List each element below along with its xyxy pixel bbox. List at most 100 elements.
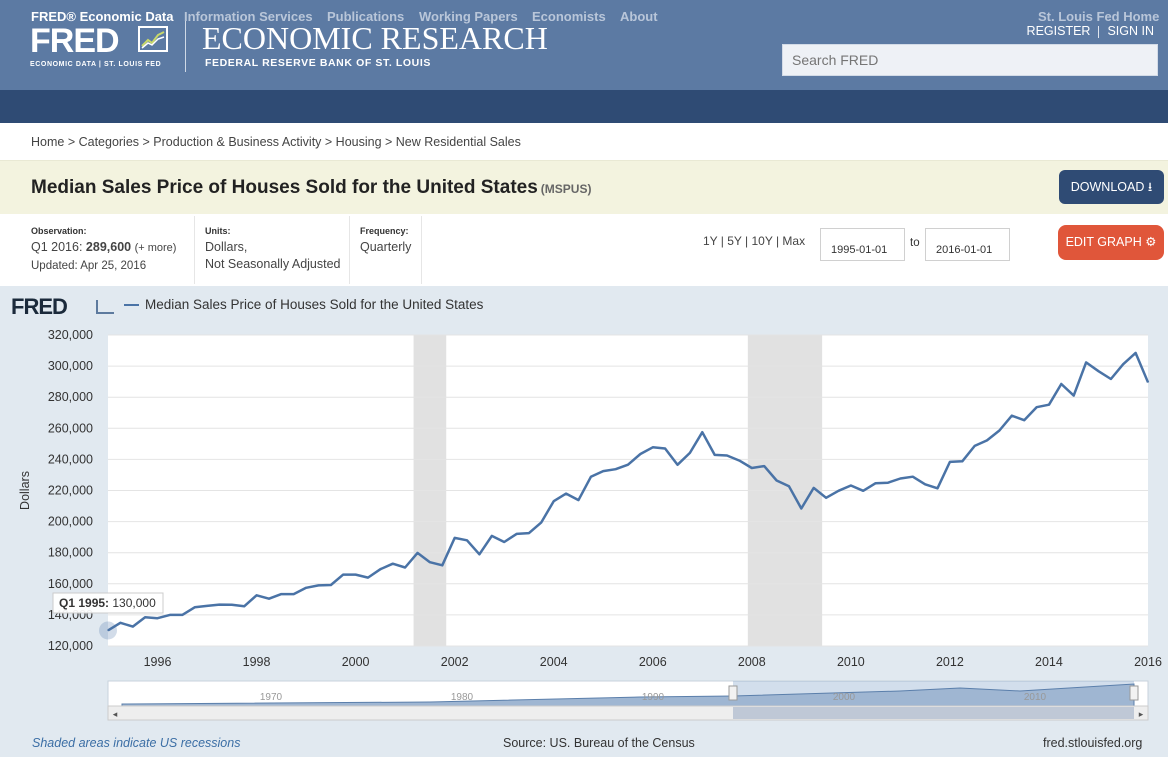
y-tick-label: 180,000 [48, 546, 93, 560]
data-point [355, 574, 357, 576]
series-title-text: Median Sales Price of Houses Sold for th… [31, 177, 538, 198]
edit-graph-button[interactable]: EDIT GRAPH ⚙ [1058, 225, 1164, 260]
frequency-value: Quarterly [360, 240, 412, 254]
y-tick-label: 280,000 [48, 390, 93, 404]
data-point [924, 483, 926, 485]
org-title[interactable]: ECONOMIC RESEARCH [202, 20, 548, 56]
x-tick-label: 2000 [342, 655, 370, 669]
scroll-right-arrow-icon[interactable]: ▸ [1139, 709, 1144, 719]
y-tick-label: 200,000 [48, 515, 93, 529]
data-point [169, 614, 171, 616]
source-note[interactable]: Source: US. Bureau of the Census [503, 736, 695, 750]
data-point [491, 535, 493, 537]
nav-economists[interactable]: Economists [532, 9, 606, 24]
units-block: Units: Dollars, Not Seasonally Adjusted [205, 226, 341, 273]
data-point [850, 484, 852, 487]
data-point [986, 439, 988, 442]
data-point [404, 566, 406, 569]
data-point [627, 464, 629, 466]
edit-graph-label: EDIT GRAPH [1065, 235, 1142, 249]
navigator-handle-right[interactable] [1129, 685, 1139, 701]
data-point [1060, 383, 1062, 385]
data-point [676, 464, 679, 466]
y-tick-label: 120,000 [48, 639, 93, 653]
data-point [974, 445, 976, 447]
data-point [664, 447, 666, 450]
data-point [577, 499, 580, 501]
units-line-1: Dollars, [205, 240, 248, 254]
scroll-left-arrow-icon[interactable]: ◂ [113, 709, 118, 719]
data-point [1147, 381, 1149, 383]
navigator-handle-left[interactable] [728, 685, 738, 701]
chart-logo-icon [96, 300, 114, 314]
series-title: Median Sales Price of Houses Sold for th… [31, 177, 591, 199]
nav-working-papers[interactable]: Working Papers [419, 9, 518, 24]
fred-logo[interactable]: FRED [30, 22, 120, 60]
data-point [466, 539, 468, 541]
recession-note[interactable]: Shaded areas indicate US recessions [32, 736, 241, 750]
tooltip-text: Q1 1995: 130,000 [59, 596, 156, 610]
range-links[interactable]: 1Y | 5Y | 10Y | Max [703, 234, 806, 248]
breadcrumb[interactable]: Home > Categories > Production & Busines… [31, 135, 521, 149]
observation-period: Q1 2016: [31, 240, 83, 254]
search-input[interactable] [782, 44, 1158, 76]
data-point [478, 553, 481, 555]
data-point [1097, 370, 1100, 372]
y-tick-label: 240,000 [48, 452, 93, 466]
data-point [1023, 419, 1025, 421]
data-point [1048, 404, 1050, 406]
units-label: Units: [205, 226, 231, 236]
sign-in-link[interactable]: SIGN IN [1107, 24, 1154, 38]
tooltip-box [52, 592, 164, 614]
start-date-input[interactable] [820, 228, 905, 261]
data-point [689, 452, 691, 454]
data-point [652, 446, 654, 448]
end-date-input[interactable] [925, 228, 1010, 261]
data-point [825, 497, 827, 499]
org-subtitle: FEDERAL RESERVE BANK OF ST. LOUIS [205, 57, 431, 69]
navigator-year-label: 1970 [260, 692, 283, 703]
nav-information-services[interactable]: Information Services [184, 9, 313, 24]
data-point [602, 470, 604, 472]
data-point [181, 614, 183, 616]
data-point [1011, 415, 1013, 417]
chart-fred-logo: FRED [11, 294, 68, 319]
x-tick-label: 1996 [144, 655, 172, 669]
fred-logo-chart-icon [138, 26, 168, 52]
register-link[interactable]: REGISTER [1026, 24, 1091, 38]
data-point [1085, 361, 1087, 363]
data-point [1035, 406, 1038, 408]
nav-publications[interactable]: Publications [327, 9, 405, 24]
data-point [701, 431, 703, 433]
data-point [243, 605, 245, 607]
data-point [156, 617, 159, 619]
nav-about[interactable]: About [620, 9, 658, 24]
data-point [639, 453, 641, 455]
data-point [738, 460, 741, 462]
line-chart[interactable]: 120,000140,000160,000180,000200,000220,0… [0, 286, 1168, 757]
data-point [726, 454, 728, 457]
data-point [119, 622, 121, 624]
series-id: (MSPUS) [540, 182, 592, 196]
nav-fred-economic-data[interactable]: FRED® Economic Data [31, 9, 174, 24]
main-nav [0, 90, 1168, 123]
hover-marker [99, 621, 117, 640]
data-point [540, 521, 542, 523]
x-tick-label: 1998 [243, 655, 271, 669]
logo-divider [185, 18, 186, 72]
data-point [441, 564, 443, 566]
legend-label[interactable]: Median Sales Price of Houses Sold for th… [145, 297, 484, 312]
data-point [763, 465, 765, 467]
more-observations-link[interactable]: (+ more) [134, 242, 177, 254]
download-button[interactable]: DOWNLOAD ⭳ [1059, 170, 1164, 204]
data-point [1122, 363, 1124, 365]
frequency-block: Frequency: Quarterly [360, 226, 411, 256]
x-tick-label: 2010 [837, 655, 865, 669]
navigator-scrollbar-thumb[interactable] [733, 707, 1134, 719]
observation-value: 289,600 [85, 240, 132, 254]
data-point [788, 485, 790, 487]
data-point [367, 576, 369, 579]
site-url[interactable]: fred.stlouisfed.org [1043, 736, 1143, 750]
nav-st-louis-fed-home[interactable]: St. Louis Fed Home [1038, 9, 1160, 24]
data-point [775, 479, 778, 482]
